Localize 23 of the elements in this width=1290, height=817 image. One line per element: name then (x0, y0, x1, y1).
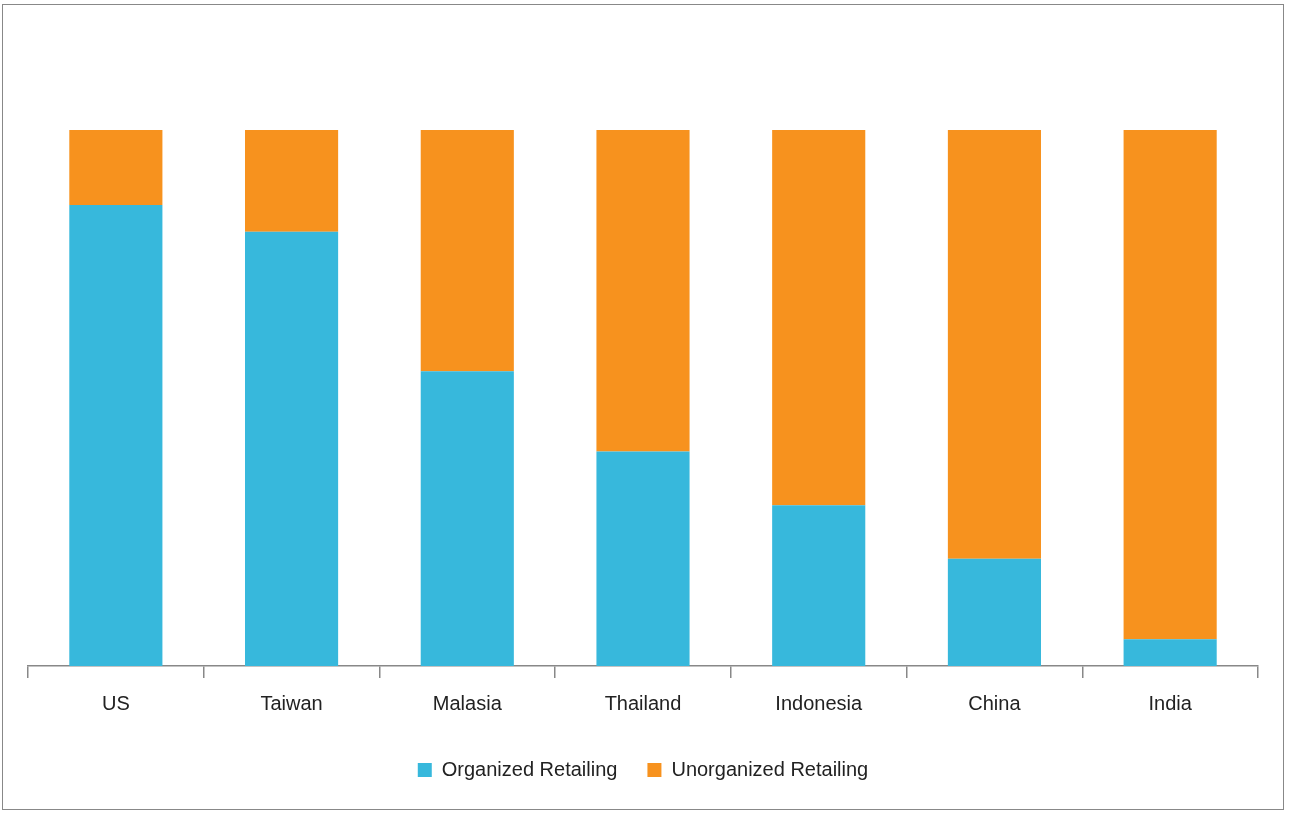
x-tick-label: Malasia (432, 691, 503, 714)
bar (245, 231, 339, 666)
bar (596, 451, 690, 666)
bar (772, 130, 866, 506)
bar (596, 130, 690, 452)
bar (1123, 130, 1217, 640)
bar (69, 205, 163, 666)
bar (947, 130, 1041, 559)
bar (420, 371, 514, 666)
x-tick-label: Thailand (604, 691, 682, 714)
legend-label: Organized Retailing (441, 757, 618, 780)
x-tick-label: US (101, 691, 130, 714)
bar (245, 130, 339, 232)
x-tick-label: China (968, 691, 1022, 714)
bar (947, 558, 1041, 666)
legend-label: Unorganized Retailing (671, 757, 869, 780)
bar (420, 130, 514, 372)
bar (1123, 639, 1217, 666)
x-tick-label: India (1148, 691, 1193, 714)
bar (772, 505, 866, 666)
x-tick-label: Taiwan (260, 691, 323, 714)
x-tick-label: Indonesia (775, 691, 863, 714)
bar (69, 130, 163, 206)
